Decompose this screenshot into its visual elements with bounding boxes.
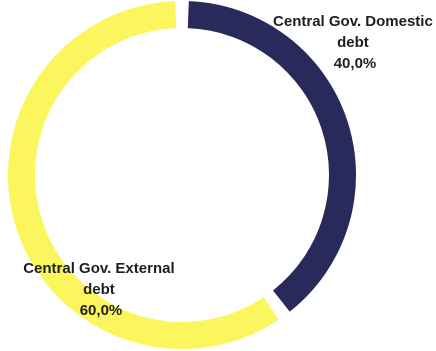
slice-value-external: 60,0% — [80, 302, 123, 319]
slice-label-domestic: Central Gov. Domestic debt 40,0% — [273, 13, 436, 72]
slice-label-external: Central Gov. External debt 60,0% — [23, 260, 179, 319]
donut-slices — [8, 1, 357, 349]
slice-value-domestic: 40,0% — [334, 55, 377, 72]
slice-label-domestic-line-2: debt — [337, 34, 369, 51]
slice-label-external-line-2: debt — [83, 281, 115, 298]
slice-external-debt — [8, 1, 279, 349]
slice-label-external-line-1: Central Gov. External — [23, 260, 174, 277]
slice-label-domestic-line-1: Central Gov. Domestic — [273, 13, 433, 30]
slice-domestic-debt — [187, 1, 357, 312]
